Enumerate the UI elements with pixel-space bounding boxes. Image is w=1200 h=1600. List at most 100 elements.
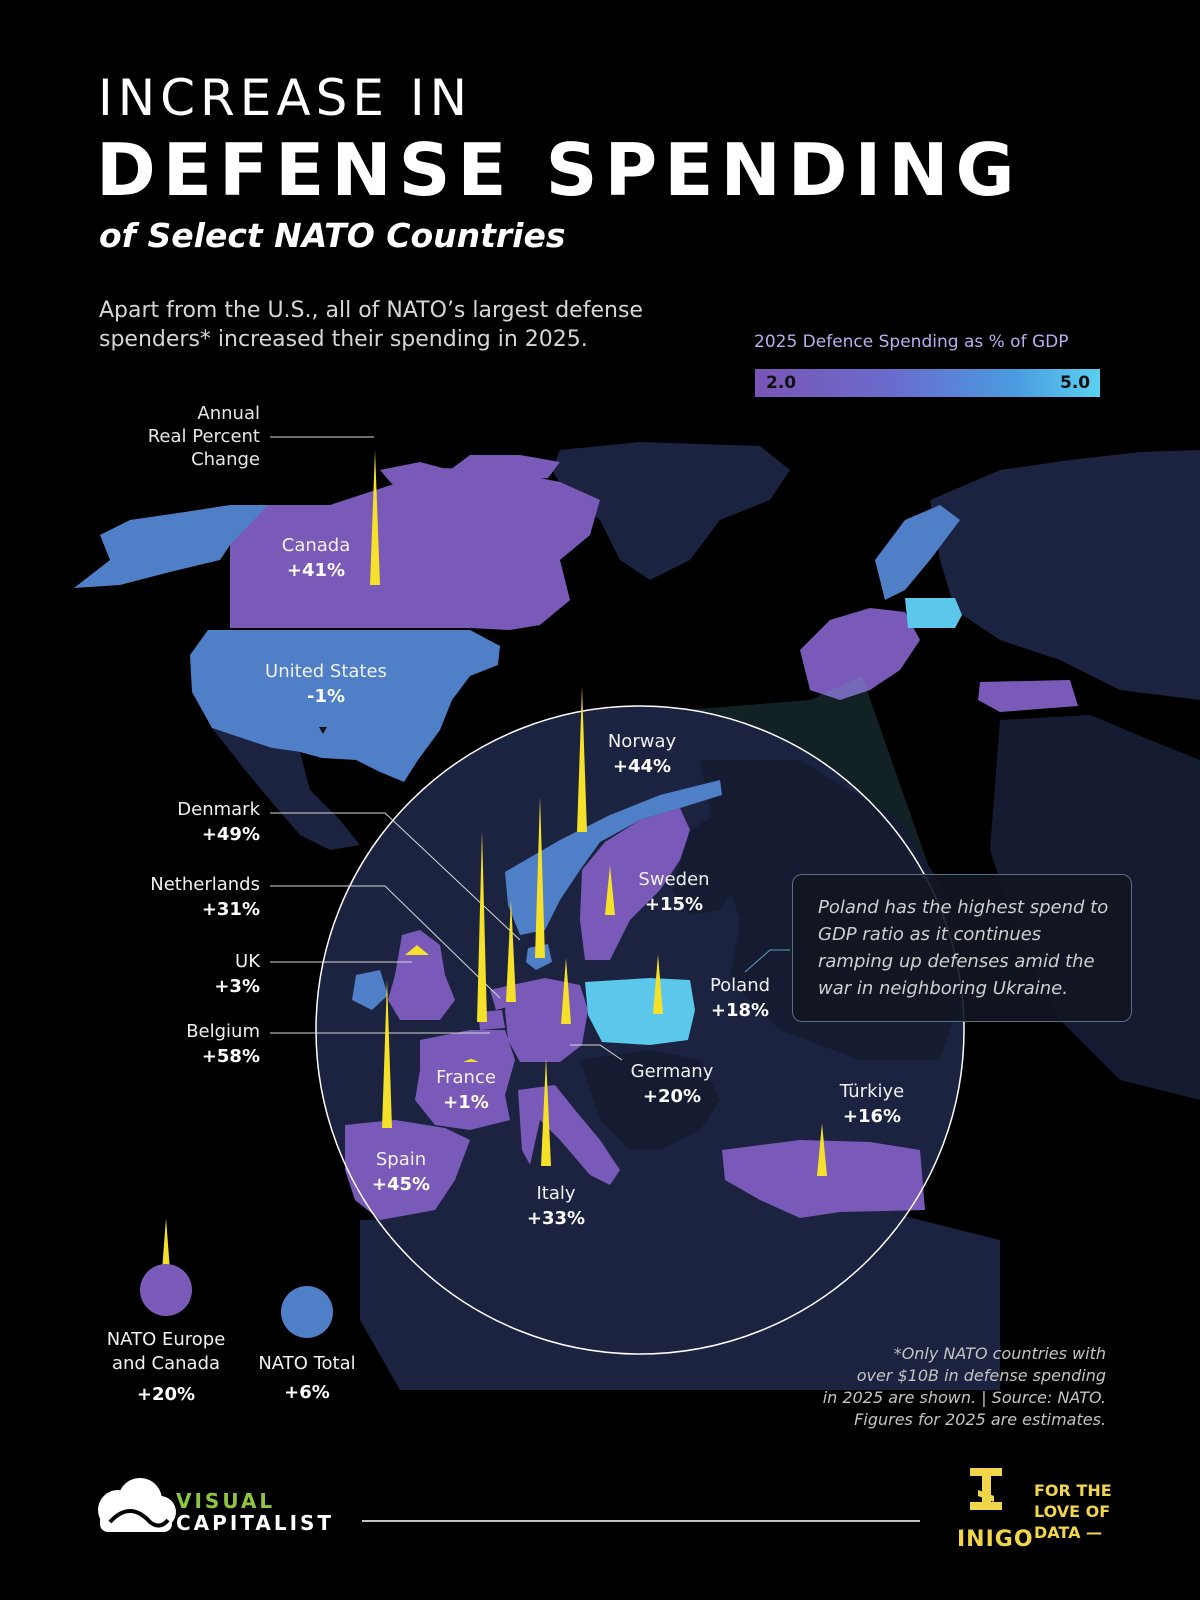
balkans-shape: [580, 1050, 720, 1150]
aggregate-change: +20%: [136, 1384, 196, 1405]
country-name: Germany: [630, 1061, 714, 1082]
nato-total-circle: [281, 1286, 333, 1338]
finland-shape: [672, 812, 740, 915]
country-change: +58%: [201, 1046, 260, 1067]
visual-capitalist-logo-icon: [98, 1478, 176, 1532]
country-name: Türkiye: [839, 1081, 905, 1102]
country-change: +44%: [612, 756, 672, 777]
country-change: +31%: [201, 899, 260, 920]
country-label-turkiye: Türkiye +16%: [812, 1080, 932, 1130]
annual-line-2: Real Percent: [147, 426, 260, 447]
spike-france: [463, 1058, 479, 1062]
ireland-shape: [352, 970, 388, 1010]
footnote-line-3: in 2025 are shown. | Source: NATO.: [822, 1388, 1106, 1407]
footnote: *Only NATO countries with over $10B in d…: [770, 1343, 1106, 1431]
legend-min-label: 2.0: [766, 373, 797, 393]
inigo-logo-icon: [970, 1468, 1002, 1510]
intro-line-2: spenders* increased their spending in 20…: [99, 327, 588, 352]
country-change: +33%: [526, 1208, 586, 1229]
country-name: Italy: [536, 1183, 576, 1204]
country-label-united-states: United States -1%: [246, 660, 406, 710]
country-label-denmark: Denmark +49%: [110, 798, 260, 848]
poland-callout-leader: [744, 949, 790, 973]
country-change: +49%: [201, 824, 260, 845]
country-name: Norway: [607, 731, 677, 752]
nato-europe-canada-circle: [140, 1264, 192, 1316]
subtitle: of Select NATO Countries: [99, 216, 566, 255]
us-shape: [190, 630, 500, 782]
country-label-canada: Canada +41%: [256, 534, 376, 584]
country-name: Sweden: [638, 869, 710, 890]
spike-italy: [541, 1057, 551, 1166]
title-line-1: INCREASE IN: [98, 69, 472, 127]
country-change: +41%: [286, 560, 346, 581]
aggregate-name-line-1: NATO Europe: [106, 1329, 226, 1350]
uk-shape: [388, 930, 455, 1020]
country-name: Canada: [281, 535, 351, 556]
annual-line-1: Annual: [197, 403, 260, 424]
alaska-shape: [74, 505, 268, 588]
country-label-sweden: Sweden +15%: [614, 868, 734, 918]
country-name: UK: [235, 951, 260, 972]
turkiye-small: [978, 680, 1078, 712]
russia-shape: [930, 450, 1200, 700]
aggregate-label-nato-europe-canada: NATO Europe and Canada +20%: [86, 1328, 246, 1408]
poland-shape: [585, 978, 695, 1045]
zoom-circle-outline: [315, 705, 965, 1355]
germany-leader: [570, 1044, 623, 1061]
tagline-line-3: DATA —: [1034, 1523, 1103, 1542]
europe-mainland-small: [800, 608, 920, 700]
country-change: +1%: [443, 1092, 489, 1113]
spain-shape: [345, 1120, 470, 1220]
germany-shape: [505, 978, 588, 1062]
aggregate-label-nato-total: NATO Total +6%: [237, 1352, 377, 1406]
tagline-line-2: LOVE OF: [1034, 1502, 1111, 1521]
visual-capitalist-wordmark-1: VISUAL: [176, 1489, 276, 1513]
spike-norway: [577, 686, 587, 832]
annual-change-label: Annual Real Percent Change: [110, 402, 260, 471]
canada-arctic-islands: [380, 455, 560, 488]
country-label-spain: Spain +45%: [341, 1148, 461, 1198]
country-change: +16%: [842, 1106, 902, 1127]
canada-shape: [230, 468, 600, 630]
poland-callout-text: Poland has the highest spend to GDP rati…: [818, 897, 1109, 999]
country-change: +3%: [214, 976, 260, 997]
denmark-leader: [270, 812, 521, 941]
country-name: United States: [265, 661, 387, 682]
spike-canada: [370, 449, 380, 585]
italy-shape: [518, 1085, 620, 1185]
country-label-belgium: Belgium +58%: [110, 1020, 260, 1070]
aggregate-name-line-1: NATO Total: [258, 1353, 356, 1374]
poland-callout-box: [792, 874, 1132, 1022]
france-shape: [415, 1030, 515, 1130]
aggregate-name-line-2: and Canada: [111, 1353, 221, 1374]
country-label-france: France +1%: [406, 1066, 526, 1116]
legend-gradient-bar: [755, 369, 1100, 397]
country-name: Denmark: [177, 799, 260, 820]
poland-small: [905, 598, 962, 628]
country-name: Poland: [709, 975, 771, 996]
spike-sweden: [605, 865, 615, 915]
sweden-shape: [580, 808, 690, 960]
country-change: +20%: [642, 1086, 702, 1107]
country-label-italy: Italy +33%: [496, 1182, 616, 1232]
netherlands-leader: [270, 885, 501, 999]
north-america: [74, 442, 790, 850]
norway-shape: [505, 780, 722, 935]
us-decrease-marker: [319, 727, 327, 734]
legend-title: 2025 Defence Spending as % of GDP: [754, 332, 1069, 352]
country-name: Belgium: [186, 1021, 260, 1042]
footnote-line-2: over $10B in defense spending: [856, 1366, 1106, 1385]
country-change: -1%: [306, 686, 346, 707]
inigo-wordmark: INIGO: [957, 1527, 1034, 1552]
country-label-norway: Norway +44%: [582, 730, 702, 780]
footnote-line-1: *Only NATO countries with: [893, 1344, 1106, 1363]
spike-denmark: [535, 796, 545, 958]
country-name: Netherlands: [150, 874, 260, 895]
mexico-shape: [212, 728, 360, 850]
intro-line-1: Apart from the U.S., all of NATO’s large…: [99, 298, 643, 323]
country-name: France: [436, 1067, 496, 1088]
spike-spain: [382, 979, 392, 1128]
scandinavia-small: [875, 505, 960, 600]
